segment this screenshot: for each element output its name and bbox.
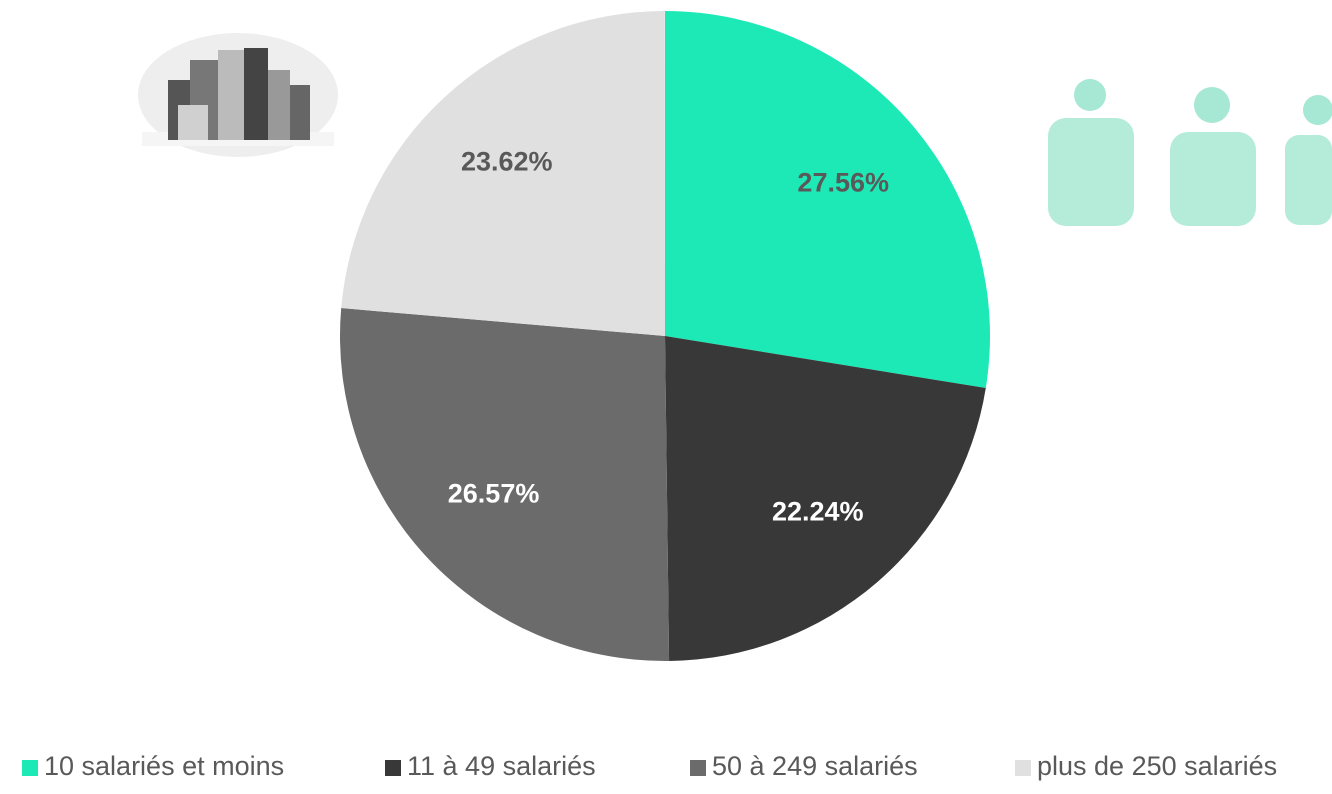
legend-swatch [22,760,38,776]
data-label: 23.62% [461,147,553,177]
pie-slice [665,11,990,389]
legend-label: plus de 250 salariés [1037,751,1277,781]
legend-label: 50 à 249 salariés [712,751,918,781]
legend-swatch [1015,760,1031,776]
people-illustration [1048,79,1332,226]
data-label: 27.56% [797,167,889,197]
legend-swatch [690,760,706,776]
pie-slice [341,11,665,337]
city-illustration [138,33,338,157]
pie-slice [339,308,670,661]
legend-label: 11 à 49 salariés [407,751,596,781]
data-label: 26.57% [448,478,540,508]
data-label: 22.24% [772,496,864,526]
legend-label: 10 salariés et moins [44,751,284,781]
pie-slice [665,336,986,661]
legend-swatch [385,760,401,776]
